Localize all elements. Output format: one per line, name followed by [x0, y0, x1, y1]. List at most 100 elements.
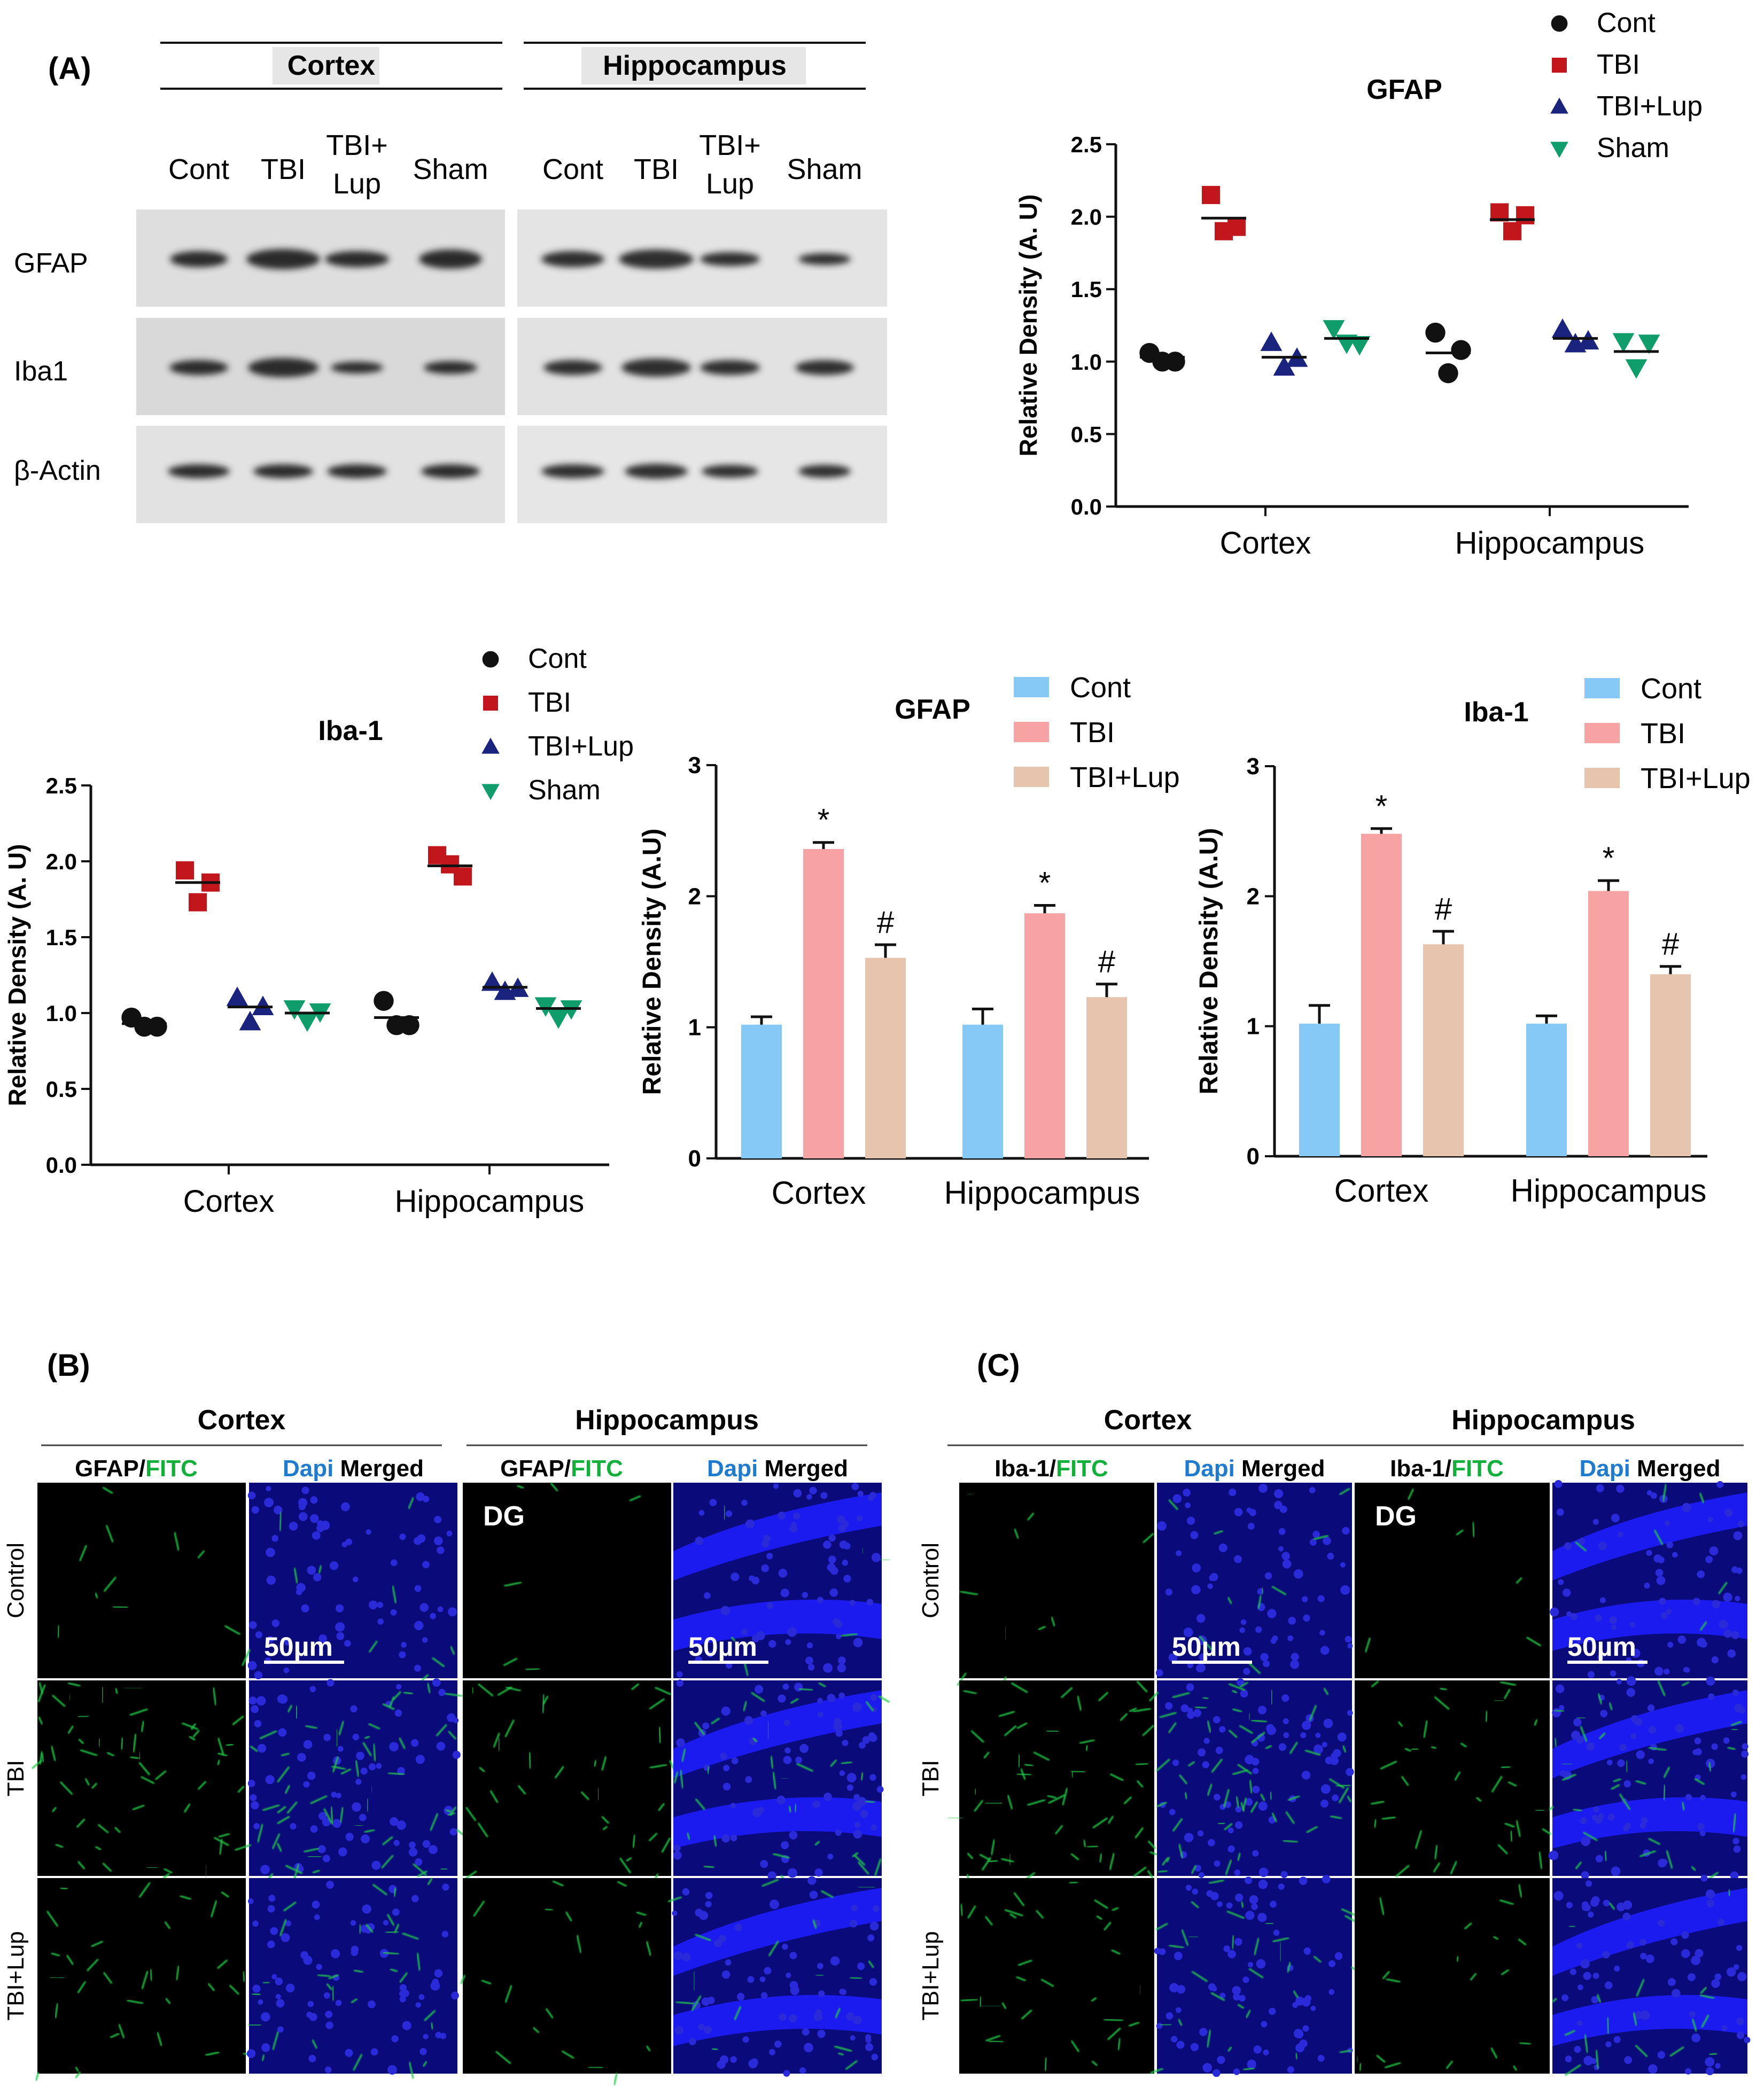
nucleus [1267, 1609, 1277, 1618]
data-point [560, 1000, 582, 1020]
nucleus [1658, 1919, 1665, 1927]
fitc-process [1069, 1881, 1078, 1884]
nucleus [307, 1566, 316, 1575]
nucleus [1596, 1484, 1604, 1492]
blot-band [700, 252, 760, 266]
nucleus [1559, 1704, 1565, 1711]
nucleus [1607, 1813, 1615, 1821]
nucleus [1689, 2011, 1696, 2018]
nucleus [252, 1920, 259, 1927]
nucleus [1691, 1956, 1701, 1965]
fitc-process [987, 1859, 998, 1863]
fitc-process [1635, 1780, 1646, 1785]
fitc-process [393, 1888, 397, 1897]
nucleus [1602, 1951, 1610, 1959]
nucleus [817, 1596, 823, 1603]
nucleus [751, 1576, 760, 1585]
blot-band [419, 250, 482, 269]
fitc-process [242, 1971, 245, 1982]
fitc-process [1497, 1844, 1508, 1855]
legend-swatch [1584, 723, 1620, 743]
nucleus [1175, 2007, 1182, 2013]
nucleus [1724, 1508, 1733, 1517]
fitc-process [1648, 1837, 1661, 1845]
fitc-process [1691, 2019, 1697, 2032]
nucleus [731, 1757, 739, 1765]
fitc-process [1191, 1901, 1200, 1909]
nucleus [1697, 1823, 1705, 1831]
stain-header-marker: Iba-1/FITC [1390, 1455, 1504, 1482]
nucleus [247, 1491, 256, 1500]
fitc-process [878, 1695, 890, 1703]
fitc-process [1504, 1823, 1515, 1828]
fitc-process [364, 1735, 370, 1740]
fitc-process [295, 1705, 298, 1719]
fitc-process [681, 1748, 686, 1762]
nucleus [1219, 1726, 1226, 1733]
significance-mark: # [1098, 945, 1115, 979]
fitc-process [1434, 1696, 1450, 1710]
nucleus [1270, 1901, 1277, 1908]
blot-band [170, 251, 228, 267]
fitc-process [323, 1808, 333, 1824]
nucleus [1328, 1989, 1335, 1995]
nucleus [309, 1686, 316, 1693]
fitc-process [646, 2045, 651, 2052]
fitc-process [224, 1625, 240, 1635]
blot-band [795, 360, 854, 375]
fitc-process [1085, 1745, 1089, 1751]
row-label: TBI+Lup [3, 1931, 29, 2021]
nucleus [1611, 1624, 1617, 1630]
nucleus [271, 1974, 277, 1980]
nucleus [1186, 1516, 1195, 1525]
fitc-process [252, 1992, 261, 1996]
fitc-process [95, 1592, 98, 1599]
nucleus [1740, 1774, 1746, 1780]
fitc-process [1047, 1795, 1057, 1799]
bar [1299, 1023, 1340, 1156]
nucleus [1624, 2056, 1633, 2065]
fitc-process [1245, 2010, 1252, 2019]
nucleus [1219, 1992, 1226, 1999]
nucleus [1312, 1530, 1320, 1538]
fitc-process [1195, 1706, 1207, 1709]
fitc-process [1564, 2029, 1576, 2036]
nucleus [1732, 1689, 1739, 1696]
nucleus [787, 1627, 797, 1637]
fitc-process [1272, 1937, 1289, 1943]
nucleus [275, 1993, 281, 1999]
nucleus [1677, 1635, 1687, 1644]
fitc-process [449, 1646, 455, 1655]
fitc-process [517, 1785, 526, 1795]
fitc-process [850, 1976, 862, 1980]
nucleus [307, 1771, 316, 1780]
fitc-process [1657, 1680, 1666, 1696]
legend-swatch [1584, 678, 1620, 698]
fitc-process [55, 2003, 59, 2019]
fitc-process [76, 1818, 86, 1828]
data-point [1551, 318, 1574, 338]
fitc-process [207, 1983, 215, 1991]
nucleus [745, 1776, 752, 1784]
bar [1086, 997, 1127, 1158]
nucleus [853, 1829, 862, 1839]
fitc-process [1218, 1822, 1225, 1825]
fitc-process [1142, 1724, 1155, 1736]
nucleus [1218, 1543, 1227, 1553]
fitc-process [974, 1788, 977, 1795]
nucleus [389, 1742, 399, 1752]
nucleus [1165, 1702, 1173, 1710]
y-tick-label: 2.5 [1071, 132, 1102, 157]
fitc-process [1289, 1741, 1298, 1754]
nucleus [411, 1895, 419, 1903]
fitc-process [1313, 1956, 1322, 1963]
chart-title: Iba-1 [1464, 697, 1528, 728]
nucleus [1647, 1704, 1655, 1712]
fitc-process [368, 1640, 378, 1653]
fitc-process [1107, 1816, 1114, 1824]
dg-label: DG [1375, 1501, 1417, 1532]
fitc-process [218, 1833, 230, 1838]
nucleus [391, 2035, 399, 2043]
fitc-process [103, 1576, 116, 1592]
